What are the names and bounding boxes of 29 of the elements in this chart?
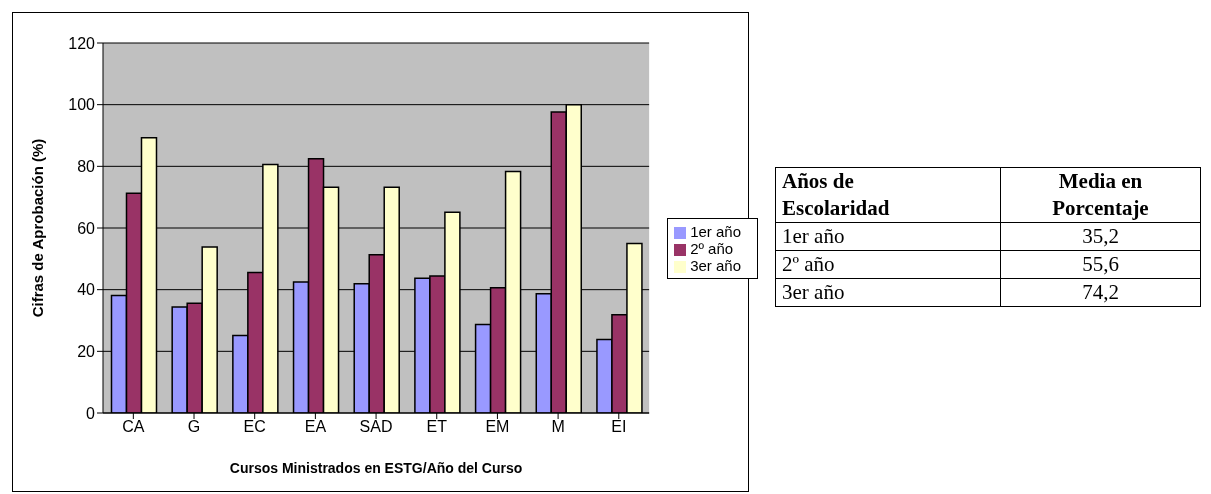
x-axis-title: Cursos Ministrados en ESTG/Año del Curso [229, 460, 523, 476]
text: 55,6 [1082, 252, 1119, 276]
x-tick-label: M [551, 418, 565, 436]
category-label: 1er año [775, 222, 1001, 251]
y-tick-label: 100 [68, 96, 96, 114]
text: Media en Porcentaje [1051, 168, 1150, 222]
y-axis-title: Cifras de Aprobación (%) [29, 138, 47, 318]
x-tick-label: EM [485, 418, 510, 436]
text: 35,2 [1082, 224, 1119, 248]
x-tick-label: EI [611, 418, 627, 436]
x-tick-label: EC [243, 418, 266, 436]
category-label: 3er año [775, 278, 1001, 307]
x-tick-label: SAD [359, 418, 393, 436]
legend-label: 1er año [690, 222, 741, 240]
y-tick-label: 20 [77, 343, 96, 361]
x-tick-label: CA [122, 418, 145, 436]
y-tick-label: 60 [77, 219, 96, 237]
text: 74,2 [1082, 280, 1119, 304]
category-label: 2º año [775, 250, 1001, 279]
x-tick-label: EA [304, 418, 327, 436]
x-tick-label: ET [426, 418, 448, 436]
text: Años de Escolaridad [782, 168, 891, 222]
y-tick-label: 40 [77, 281, 96, 299]
y-tick-label: 0 [86, 404, 96, 422]
legend-label: 2º año [690, 239, 734, 257]
x-tick-label: G [187, 418, 201, 436]
y-tick-label: 80 [77, 158, 96, 176]
legend-label: 3er año [690, 256, 741, 274]
y-tick-label: 120 [68, 34, 96, 52]
